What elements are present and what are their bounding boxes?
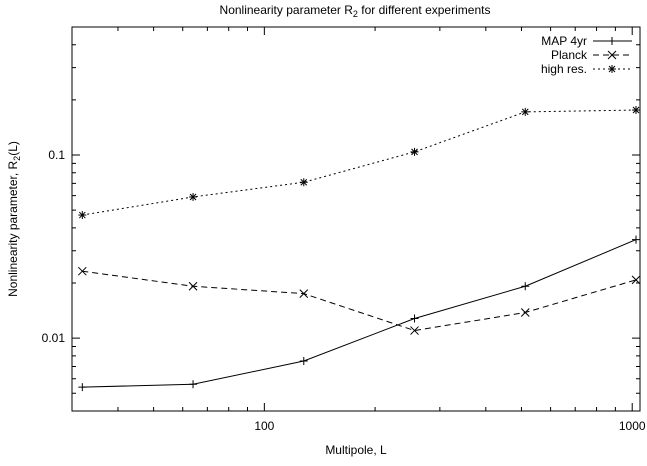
series-planck xyxy=(77,266,641,335)
data-point-planck xyxy=(299,289,309,298)
data-point-high-res xyxy=(189,192,198,201)
data-point-map-4yr xyxy=(78,383,87,392)
axis-ticks: 100 1000 0.01 0.1 xyxy=(42,26,646,433)
x-tick-label: 100 xyxy=(254,419,274,433)
data-point-high-res xyxy=(521,107,530,116)
chart-title: Nonlinearity parameter R2 for different … xyxy=(220,3,491,19)
y-tick-label: 0.01 xyxy=(42,331,66,345)
data-point-map-4yr xyxy=(189,380,198,389)
data-point-high-res xyxy=(631,106,640,115)
data-point-planck xyxy=(631,275,641,285)
series-map-4yr xyxy=(78,235,640,392)
series-line-high-res xyxy=(82,109,636,216)
x-tick-label: 1000 xyxy=(619,419,646,433)
data-point-planck xyxy=(188,281,198,291)
data-point-map-4yr xyxy=(299,357,308,366)
data-point-planck xyxy=(410,326,419,335)
series-layer xyxy=(77,106,641,392)
series-line-map-4yr xyxy=(82,239,637,388)
data-point-map-4yr xyxy=(410,314,419,323)
legend-marker xyxy=(608,37,616,45)
legend-entry-planck: Planck xyxy=(551,48,632,62)
series-high-res xyxy=(78,106,640,220)
series-line-planck xyxy=(82,270,637,332)
legend-label: MAP 4yr xyxy=(541,34,587,48)
legend-marker xyxy=(607,50,617,60)
data-point-high-res xyxy=(299,178,308,187)
y-axis-label: Nonlinearity parameter, R2(L) xyxy=(6,141,22,297)
data-point-planck xyxy=(77,266,87,276)
legend-marker xyxy=(608,65,616,73)
plot-frame xyxy=(71,26,641,412)
legend-entry-high-res: high res. xyxy=(541,62,632,76)
legend-label: Planck xyxy=(551,48,588,62)
data-point-map-4yr xyxy=(521,282,530,291)
data-point-high-res xyxy=(78,211,87,220)
x-axis-label: Multipole, L xyxy=(325,443,387,457)
data-point-map-4yr xyxy=(631,235,640,244)
data-point-high-res xyxy=(410,147,419,156)
y-tick-label: 0.1 xyxy=(48,148,65,162)
legend-label: high res. xyxy=(541,62,587,76)
legend-entry-map-4yr: MAP 4yr xyxy=(541,34,632,48)
data-point-planck xyxy=(520,308,530,317)
